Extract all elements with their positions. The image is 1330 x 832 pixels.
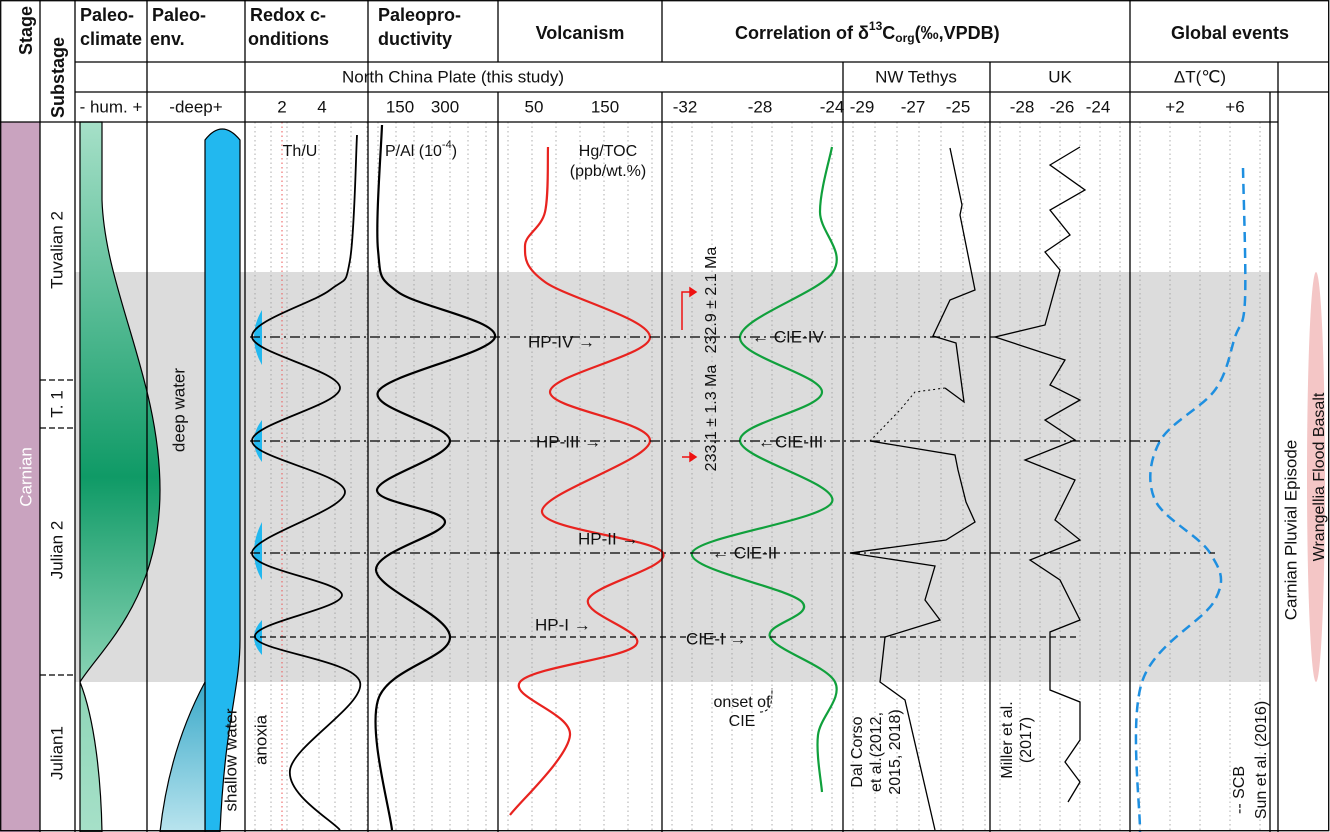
axis-label: -32 xyxy=(673,97,698,116)
wfb-label: Wrangellia Flood Basalt xyxy=(1311,392,1328,561)
axis-label: -28 xyxy=(748,97,773,116)
nw-tethys-curve xyxy=(849,440,976,831)
age-label: 233.1 ± 1.3 Ma xyxy=(703,365,720,472)
legend: -- SCB xyxy=(1231,766,1248,814)
axis-label: -deep+ xyxy=(169,97,222,116)
citation: Dal Corso xyxy=(849,716,866,787)
axis-label: 50 xyxy=(525,97,544,116)
axis-label: -25 xyxy=(946,97,971,116)
axis-label: +6 xyxy=(1225,97,1244,116)
axis-label: -26 xyxy=(1050,97,1075,116)
hg-curve xyxy=(509,146,665,816)
event-lines xyxy=(250,336,1215,638)
cpe-band xyxy=(75,272,1270,682)
label: CIE xyxy=(729,713,756,730)
hp-label: HP-III → xyxy=(536,432,601,451)
cie-label: CIE-I → xyxy=(686,629,746,648)
cie-label: ←CIE-III xyxy=(758,432,823,451)
d13c-curve xyxy=(690,146,838,793)
label: shallow water xyxy=(221,708,240,811)
col-header: Volcanism xyxy=(536,23,625,43)
wfb-ellipse xyxy=(1307,272,1325,682)
pal-curve xyxy=(374,124,497,831)
axis-label: 4 xyxy=(317,97,326,116)
axis-label: +2 xyxy=(1165,97,1184,116)
nw-tethys-curve xyxy=(932,147,976,404)
axis-label: 300 xyxy=(431,97,459,116)
col-header: env. xyxy=(150,29,185,49)
cie-label: ← CIE-IV xyxy=(752,327,824,346)
thu-curve xyxy=(251,134,361,831)
col-header: Paleopro- xyxy=(378,5,461,25)
age-label: 232.9 ± 2.1 Ma xyxy=(703,247,720,354)
axis-label: -29 xyxy=(850,97,875,116)
substage-label: Julian1 xyxy=(47,726,66,780)
substage-header: Substage xyxy=(48,37,68,118)
subheader: ΔT(℃) xyxy=(1174,67,1226,86)
col-header: Paleo- xyxy=(80,5,134,25)
col-header: climate xyxy=(80,29,142,49)
substage-label: T. 1 xyxy=(47,390,66,417)
uk-curve xyxy=(992,146,1087,803)
hp-label: HP-IV → xyxy=(528,332,595,351)
label: deep water xyxy=(169,368,188,452)
label: onset of xyxy=(714,694,771,711)
cie-label: ← CIE-II xyxy=(712,543,777,562)
col-header: Redox c- xyxy=(250,5,326,25)
citation: Sun et al. (2016) xyxy=(1253,701,1270,819)
subheader: North China Plate (this study) xyxy=(342,67,564,86)
citation: Miller et al. xyxy=(999,701,1016,778)
hp-label: HP-I → xyxy=(535,615,591,634)
axis-label: - hum. + xyxy=(80,97,143,116)
stage-bar xyxy=(0,122,40,832)
col-header: ductivity xyxy=(378,29,452,49)
col-header: Correlation of δ13Corg(‰,VPDB) xyxy=(735,19,1000,45)
stage-label: Carnian xyxy=(16,447,35,507)
grid xyxy=(254,122,1261,832)
delta-t-curve xyxy=(1134,167,1247,832)
axis-label: 2 xyxy=(277,97,286,116)
deep-water-shape xyxy=(204,128,241,832)
hp-label: HP-II → xyxy=(578,529,638,548)
nw-tethys-dotted xyxy=(869,387,946,442)
subheader: NW Tethys xyxy=(875,67,957,86)
anoxia-fill xyxy=(254,522,262,580)
axis-label: -27 xyxy=(901,97,926,116)
paleoclimate-shape xyxy=(79,121,161,832)
stage-header: Stage xyxy=(16,6,36,55)
label: Hg/TOC xyxy=(579,143,637,160)
col-header: onditions xyxy=(248,29,329,49)
axis-label: -28 xyxy=(1010,97,1035,116)
axis-label: 150 xyxy=(591,97,619,116)
axis-label: -24 xyxy=(820,97,845,116)
axis-label: 150 xyxy=(386,97,414,116)
label: P/Al (10-4) xyxy=(385,139,457,160)
label: (ppb/wt.%) xyxy=(570,163,646,180)
age-arrows xyxy=(681,286,698,463)
citation: (2017) xyxy=(1018,717,1035,763)
axis-label: -24 xyxy=(1086,97,1111,116)
anoxia-fill xyxy=(254,620,262,655)
label: anoxia xyxy=(251,714,270,765)
subheader: UK xyxy=(1048,67,1072,86)
label: Th/U xyxy=(283,143,318,160)
col-header: Global events xyxy=(1171,23,1289,43)
shallow-water-shape xyxy=(159,681,206,832)
col-header: Paleo- xyxy=(152,5,206,25)
citation: 2015, 2018) xyxy=(887,709,904,794)
substage-label: Julian 2 xyxy=(47,521,66,580)
substage-label: Tuvalian 2 xyxy=(47,211,66,289)
citation: et al.(2012, xyxy=(868,712,885,792)
onset-arrow xyxy=(759,687,773,713)
cpe-label: Carnian Pluvial Episode xyxy=(1281,440,1300,621)
